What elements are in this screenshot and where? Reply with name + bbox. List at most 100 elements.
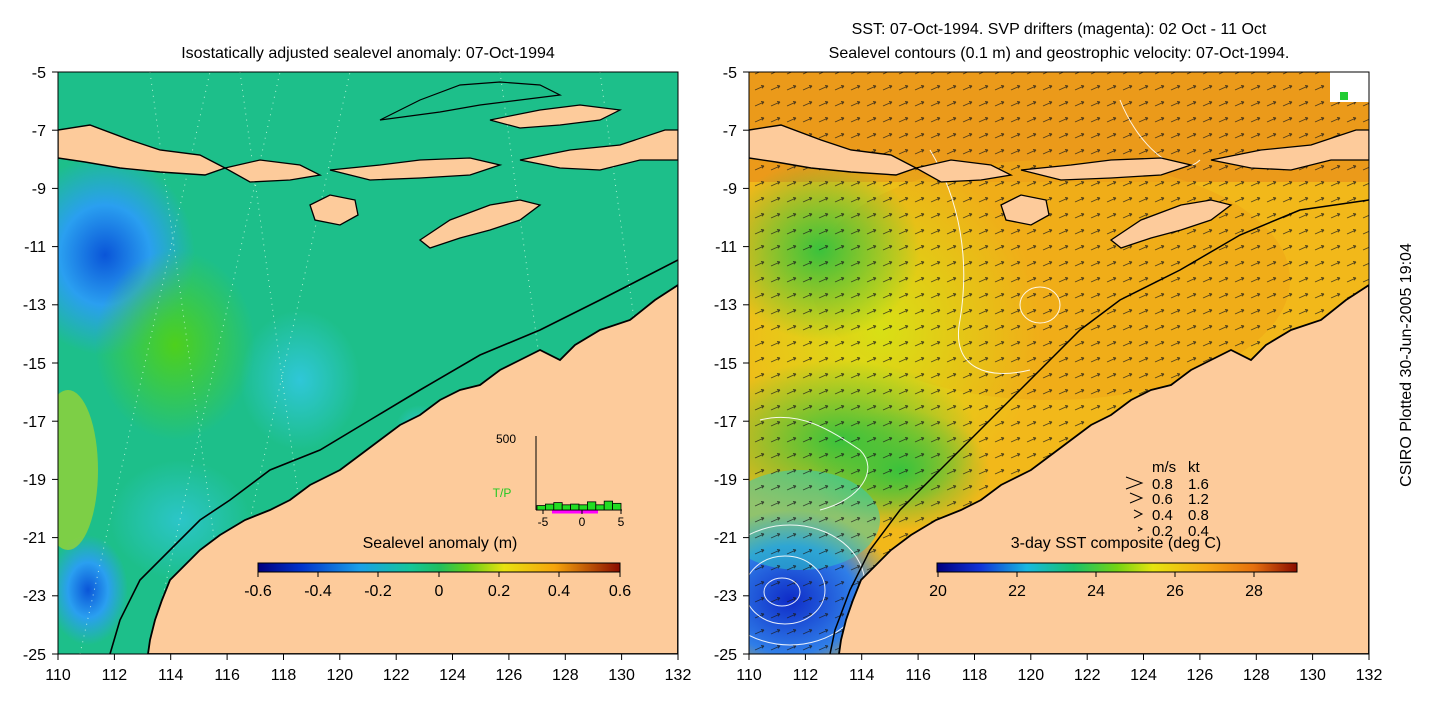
timor-island [1109,199,1233,249]
sst-colorbar-title: 3-day SST composite (deg C) [1011,535,1221,552]
left-x-tick: 120 [326,667,353,684]
velocity-legend-kt: 1.6 [1188,476,1209,493]
inset-bar [578,504,588,511]
sst-colorbar-ramp [936,562,1298,573]
sla-high-patch [95,250,255,440]
right-x-tick: 110 [736,667,762,684]
sla-low-patch-south [58,535,128,645]
inset-bars [536,500,622,511]
left-y-tick: -19 [23,472,46,489]
inset-bar [612,502,622,511]
sst-colorbar-tick: 24 [1087,583,1105,600]
no-data-corner [1330,72,1369,102]
velocity-legend-ms: 0.4 [1152,507,1173,524]
inset-series-label: T/P [493,486,512,500]
right-x-tick: 114 [849,667,875,684]
left-map-panel: Isostatically adjusted sealevel anomaly:… [23,45,692,684]
right-y-tick: -7 [723,123,737,140]
left-x-tick: 130 [608,667,635,684]
sst-green-pixel [1340,92,1348,100]
left-x-tick: 116 [214,667,240,684]
velocity-arrow-icon [1133,509,1144,519]
inset-bar [561,504,572,511]
left-y-tick: -7 [32,123,46,140]
right-y-tick: -25 [714,647,737,664]
left-y-tick: -15 [23,356,46,373]
left-y-tick: -9 [32,181,46,198]
velocity-legend-kt: 1.2 [1188,491,1209,508]
sla-colorbar-tick: -0.6 [244,583,272,600]
inset-bar [553,502,563,511]
left-map-plot [58,72,678,654]
inset-x-tick: 5 [618,515,625,529]
left-x-axis: 110 112 114 116 118 120 122 124 126 128 … [45,654,691,684]
velocity-legend-ms: 0.6 [1152,491,1173,508]
velocity-arrow-icon [1125,476,1144,490]
left-x-tick: 112 [102,667,128,684]
left-y-tick: -17 [23,414,46,431]
right-y-tick: -9 [723,181,737,198]
sla-cyan-patch [240,310,360,450]
left-y-tick: -23 [23,588,46,605]
sla-colorbar: Sealevel anomaly (m) -0.6 -0.4 -0.2 0 0.… [244,535,631,600]
inset-ymax-label: 500 [496,432,516,446]
right-y-tick: -15 [714,356,737,373]
inset-bar [595,504,605,511]
banda-contour [379,81,563,121]
right-x-tick: 122 [1074,667,1101,684]
timor-island [418,199,542,249]
velocity-legend: m/s kt 0.8 1.6 0.6 1.2 0.4 0.8 0.2 0.4 [1125,459,1209,540]
velocity-legend-ms: 0.2 [1152,523,1173,540]
left-x-tick: 128 [552,667,579,684]
velocity-legend-kt: 0.4 [1188,523,1209,540]
right-y-tick: -13 [714,297,737,314]
sla-colorbar-title: Sealevel anomaly (m) [363,535,518,552]
java-island [58,124,227,176]
sla-colorbar-tick: 0 [435,583,444,600]
right-x-tick: 116 [905,667,931,684]
sla-colorbar-tick: -0.2 [364,583,392,600]
velocity-legend-header-ms: m/s [1152,459,1176,476]
sla-high-edge [58,390,98,550]
inset-x-tick: 0 [579,515,586,529]
shelf-contour [829,199,1369,654]
inset-bar [536,505,546,511]
right-x-tick: 126 [1187,667,1214,684]
sla-colorbar-ramp [257,562,621,573]
left-map-title: Isostatically adjusted sealevel anomaly:… [181,45,555,62]
sla-colorbar-tick: 0.6 [609,583,631,600]
flores-islands [489,104,623,129]
lesser-sunda-islands [914,129,1369,183]
right-y-tick: -5 [723,65,737,82]
australia-landmass [147,283,678,654]
right-y-tick: -23 [714,588,737,605]
australia-landmass [838,283,1369,654]
left-y-axis: -5 -7 -9 -11 -13 -15 -17 -19 -21 -23 -25 [23,65,58,664]
sla-colorbar-tick: 0.4 [548,583,570,600]
sst-colorbar-tick: 22 [1008,583,1026,600]
sumba-island [309,194,359,226]
sst-colorbar-tick: 26 [1166,583,1184,600]
right-y-axis: -5 -7 -9 -11 -13 -15 -17 -19 -21 -23 -25 [714,65,749,664]
right-x-tick: 130 [1299,667,1326,684]
right-map-title-line2: Sealevel contours (0.1 m) and geostrophi… [829,45,1290,62]
left-x-tick: 122 [383,667,410,684]
right-x-tick: 118 [962,667,988,684]
left-x-tick: 132 [665,667,692,684]
sumba-island [1000,194,1050,226]
left-y-tick: -13 [23,297,46,314]
right-map-panel: SST: 07-Oct-1994. SVP drifters (magenta)… [714,21,1383,684]
right-x-tick: 120 [1017,667,1044,684]
inset-bar [545,503,555,511]
lesser-sunda-islands [223,129,678,183]
left-y-tick: -21 [23,530,46,547]
right-y-tick: -17 [714,414,737,431]
velocity-arrow-icon [1129,492,1144,504]
shelf-contour [109,259,678,654]
left-y-tick: -25 [23,647,46,664]
left-x-tick: 126 [496,667,523,684]
right-y-tick: -19 [714,472,737,489]
velocity-legend-ms: 0.8 [1152,476,1173,493]
right-x-tick: 132 [1356,667,1383,684]
left-x-tick: 124 [439,667,466,684]
